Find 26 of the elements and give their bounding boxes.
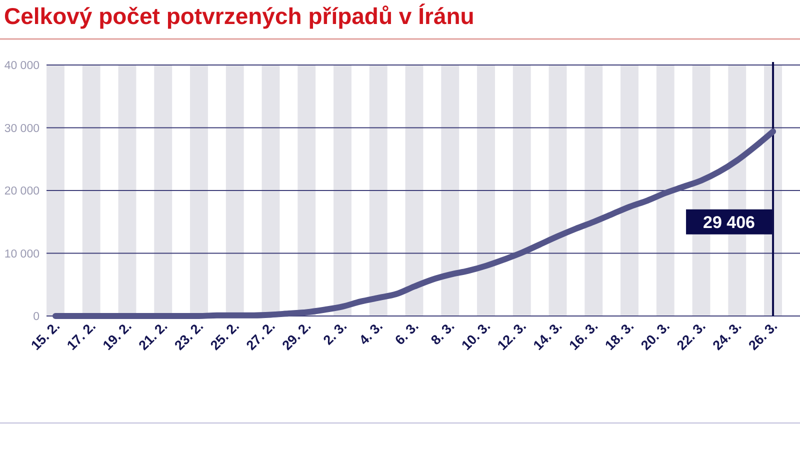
y-tick-label: 10 000 <box>4 248 40 260</box>
x-tick-label: 27. 2. <box>243 318 278 354</box>
x-tick-label: 29. 2. <box>279 318 314 354</box>
x-tick-label: 12. 3. <box>494 318 530 354</box>
y-tick-label: 30 000 <box>4 122 40 135</box>
x-tick-label: 25. 2. <box>207 318 242 354</box>
x-tick-label: 16. 3. <box>566 318 601 354</box>
x-tick-label: 21. 2. <box>136 318 170 354</box>
y-tick-label: 20 000 <box>4 186 40 198</box>
x-tick-label: 6. 3. <box>392 318 422 348</box>
x-tick-label: 20. 3. <box>638 318 673 354</box>
x-tick-label: 14. 3. <box>530 318 565 354</box>
x-tick-label: 23. 2. <box>172 318 206 354</box>
x-tick-label: 22. 3. <box>674 318 708 354</box>
x-tick-label: 10. 3. <box>458 318 494 354</box>
x-tick-label: 19. 2. <box>100 318 134 354</box>
x-tick-label: 2. 3. <box>320 318 350 348</box>
x-tick-label: 26. 3. <box>746 318 780 354</box>
ref-line-label: 29 406 <box>703 212 756 232</box>
x-tick-label: 24. 3. <box>710 318 744 354</box>
x-tick-label: 17. 2. <box>64 318 98 354</box>
y-tick-label: 40 000 <box>4 60 40 72</box>
chart-title: Celkový počet potvrzených případů v Íránu <box>4 3 474 29</box>
x-tick-label: 8. 3. <box>428 318 458 348</box>
x-tick-label: 18. 3. <box>602 318 637 354</box>
x-tick-label: 4. 3. <box>356 318 386 348</box>
